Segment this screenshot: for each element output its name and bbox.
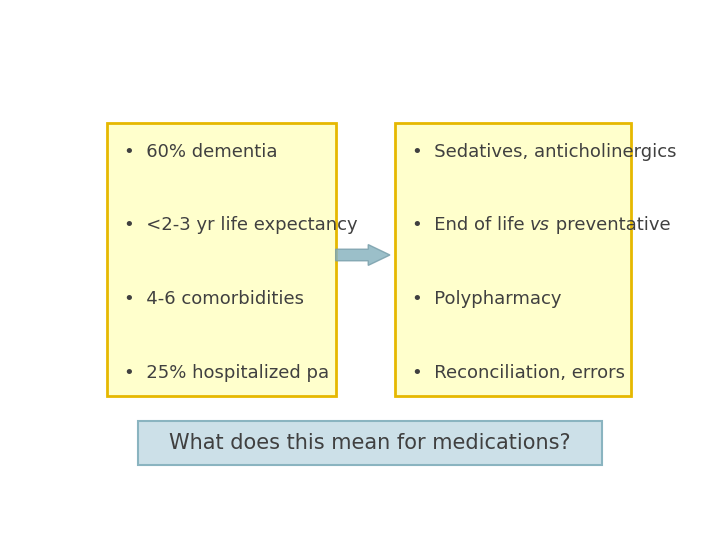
FancyBboxPatch shape	[107, 123, 336, 396]
FancyBboxPatch shape	[395, 123, 631, 396]
Text: •  25% hospitalized pa: • 25% hospitalized pa	[124, 364, 329, 382]
FancyBboxPatch shape	[138, 421, 601, 465]
Text: vs: vs	[530, 217, 550, 234]
Text: •  Reconciliation, errors: • Reconciliation, errors	[412, 364, 625, 382]
Text: •  4-6 comorbidities: • 4-6 comorbidities	[124, 290, 304, 308]
Text: •  End of life: • End of life	[412, 217, 530, 234]
Text: •  60% dementia: • 60% dementia	[124, 143, 278, 161]
Text: •  <2-3 yr life expectancy: • <2-3 yr life expectancy	[124, 217, 358, 234]
Text: What does this mean for medications?: What does this mean for medications?	[169, 433, 570, 453]
Text: preventative: preventative	[550, 217, 670, 234]
Text: •  Polypharmacy: • Polypharmacy	[412, 290, 561, 308]
Text: •  Sedatives, anticholinergics: • Sedatives, anticholinergics	[412, 143, 676, 161]
Polygon shape	[336, 245, 390, 265]
